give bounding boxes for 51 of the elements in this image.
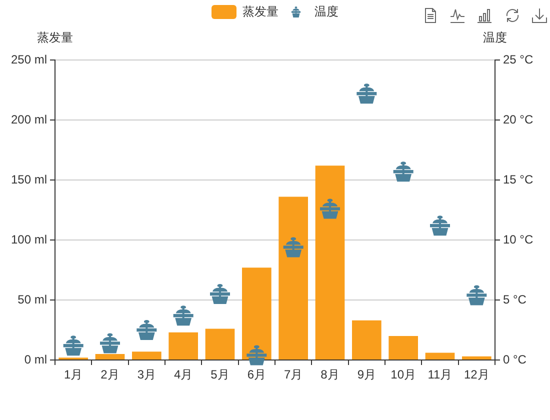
- legend-label: 温度: [314, 4, 338, 18]
- point: [100, 333, 120, 354]
- x-tick-label: 2月: [100, 368, 120, 382]
- bar: [168, 332, 198, 360]
- bar: [95, 354, 125, 360]
- point: [466, 285, 487, 306]
- y-tick-label: 150 ml: [10, 172, 47, 186]
- y2-tick-label: 20 °C: [503, 112, 534, 126]
- point: [356, 84, 377, 104]
- bar: [462, 356, 492, 360]
- point: [210, 284, 230, 304]
- point: [283, 237, 304, 258]
- x-tick-label: 10月: [390, 368, 416, 382]
- bar: [132, 352, 162, 360]
- bar: [352, 320, 382, 360]
- x-tick-label: 9月: [357, 368, 376, 382]
- point: [320, 198, 340, 219]
- point: [136, 320, 157, 340]
- y-tick-label: 50 ml: [18, 292, 47, 306]
- x-tick-label: 3月: [137, 368, 156, 382]
- point: [430, 216, 450, 236]
- x-tick-label: 7月: [284, 368, 303, 382]
- point: [246, 345, 267, 366]
- x-tick-label: 6月: [247, 368, 266, 382]
- point: [393, 162, 414, 182]
- point: [173, 306, 194, 326]
- x-tick-label: 1月: [64, 368, 83, 382]
- y2-tick-label: 5 °C: [503, 292, 527, 306]
- y2-tick-label: 0 °C: [503, 352, 527, 366]
- y2-axis-title: 温度: [483, 30, 507, 44]
- bar: [315, 166, 345, 360]
- bar: [242, 268, 272, 360]
- bar: [278, 196, 308, 360]
- y2-tick-label: 15 °C: [503, 172, 534, 186]
- y-axis-title: 蒸发量: [37, 30, 73, 44]
- bar: [205, 328, 235, 360]
- y2-tick-label: 25 °C: [503, 52, 534, 66]
- y-tick-label: 100 ml: [10, 232, 47, 246]
- y-tick-label: 250 ml: [10, 52, 47, 66]
- x-tick-label: 4月: [174, 368, 193, 382]
- legend-label: 蒸发量: [242, 4, 278, 18]
- y2-tick-label: 10 °C: [503, 232, 534, 246]
- bar: [388, 336, 418, 360]
- x-tick-label: 12月: [464, 368, 490, 382]
- y-tick-label: 0 ml: [24, 352, 47, 366]
- point: [63, 336, 84, 356]
- x-tick-label: 8月: [320, 368, 340, 382]
- x-tick-label: 5月: [210, 368, 230, 382]
- bar: [425, 352, 455, 360]
- y-tick-label: 200 ml: [10, 112, 47, 126]
- x-tick-label: 11月: [428, 368, 452, 382]
